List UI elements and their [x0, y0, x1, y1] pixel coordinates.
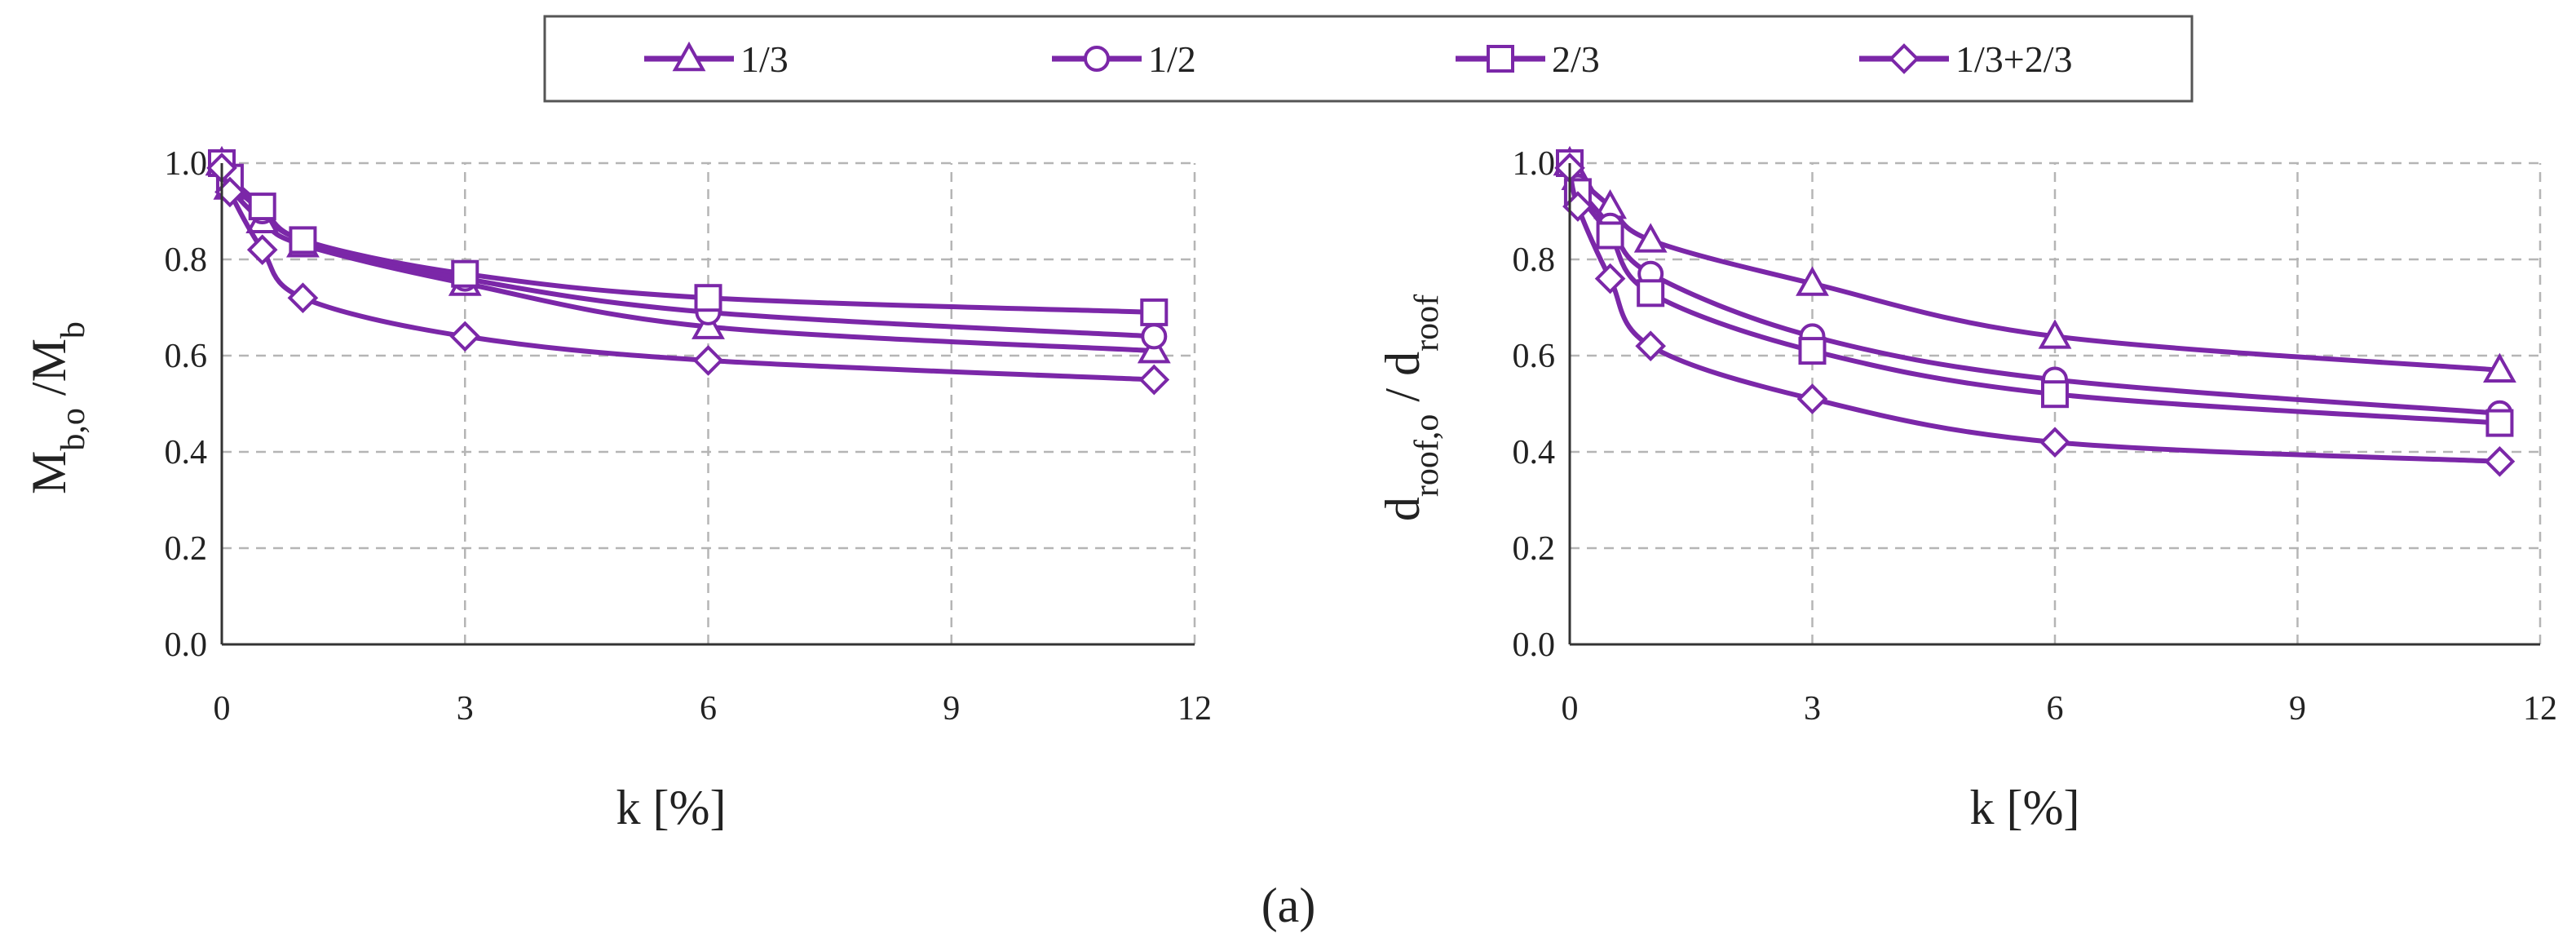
data-point-1-3: [1633, 223, 1668, 253]
diamond-marker-icon: [1889, 43, 1920, 74]
y-tick-label: 0.8: [1513, 241, 1556, 279]
ticks: 0.0 0.2 0.4 0.6 0.8 1.0 0 3 6 9 12: [1513, 145, 2558, 728]
legend-label: 1/3+2/3: [1955, 38, 2073, 80]
y-tick-label: 0.6: [165, 338, 208, 375]
x-tick-label: 9: [2289, 690, 2306, 728]
data-point-1-3-plus-2-3: [246, 234, 278, 266]
data-point-1-3-plus-2-3: [692, 345, 724, 376]
data-point-2-3: [694, 284, 722, 312]
series-line-2-3: [219, 162, 1155, 315]
y-tick-label: 0.6: [1513, 338, 1556, 375]
y-tick-label: 1.0: [1513, 145, 1556, 183]
legend-label: 2/3: [1552, 38, 1600, 80]
data-point-1-3-plus-2-3: [1796, 383, 1828, 414]
x-tick-label: 6: [700, 690, 717, 728]
y-tick-label: 0.0: [165, 626, 208, 664]
legend: 1/3 1/2 2/3 1/3+2/3: [543, 15, 2194, 103]
y-axis-title-main: M: [22, 451, 76, 494]
data-point-1-3-plus-2-3: [1138, 364, 1170, 396]
x-tick-label: 12: [2523, 690, 2557, 728]
data-point-1-3-plus-2-3: [1594, 263, 1626, 294]
circle-marker-icon: [1084, 46, 1110, 72]
legend-item-1-3: 1/3: [644, 38, 789, 80]
series-line-2-3: [1567, 162, 2500, 426]
chart-right: 0.0 0.2 0.4 0.6 0.8 1.0 0 3 6 9 12 k [%] droof,o /…: [1376, 145, 2557, 834]
y-tick-label: 0.2: [1513, 530, 1556, 568]
y-tick-label: 0.4: [165, 434, 208, 471]
y-axis-title-sep-sub: roof: [1408, 294, 1446, 352]
square-marker-icon: [1487, 45, 1514, 73]
grid: [222, 162, 1196, 644]
legend-item-2-3: 2/3: [1456, 38, 1600, 80]
data-point-1-3-plus-2-3: [2484, 445, 2516, 477]
y-axis-title-main-sub: roof,o: [1408, 414, 1446, 497]
data-point-2-3: [1637, 279, 1665, 308]
legend-item-1-3-plus-2-3: 1/3+2/3: [1859, 38, 2073, 80]
y-axis-title: droof,o / droof: [1376, 294, 1446, 521]
diamond-marker-shape: [1889, 43, 1920, 74]
x-tick-label: 3: [457, 690, 474, 728]
data-point-1-3: [2482, 352, 2516, 383]
y-axis-title-main-sub: b,o: [55, 408, 92, 451]
triangle-marker-icon: [672, 41, 706, 72]
data-point-1-3-plus-2-3: [1635, 330, 1666, 362]
legend-label: 1/2: [1148, 38, 1196, 80]
data-point-2-3: [289, 226, 317, 254]
x-tick-label: 12: [1178, 690, 1212, 728]
chart-left: 0.0 0.2 0.4 0.6 0.8 1.0 0 3 6 9 12 k [%] Mb,o /Mb: [22, 145, 1212, 834]
data-point-2-3: [2041, 380, 2069, 409]
series-line-1-3: [1567, 162, 2500, 373]
circle-marker-shape: [1084, 46, 1110, 72]
y-tick-label: 0.4: [1513, 434, 1556, 471]
x-tick-label: 3: [1804, 690, 1821, 728]
y-tick-label: 0.2: [165, 530, 208, 568]
data-point-1-3: [1796, 266, 1829, 296]
y-tick-label: 0.0: [1513, 626, 1556, 664]
data-point-1-3-plus-2-3: [287, 282, 319, 314]
ticks: 0.0 0.2 0.4 0.6 0.8 1.0 0 3 6 9 12: [165, 145, 1213, 728]
y-axis-title-main: d: [1376, 497, 1429, 521]
series-layer: [1553, 145, 2516, 477]
x-tick-label: 0: [1562, 690, 1579, 728]
y-tick-label: 1.0: [165, 145, 208, 183]
data-point-2-3: [1596, 221, 1624, 250]
triangle-marker-shape: [672, 41, 706, 72]
y-axis-title-sep-sub: b: [55, 321, 92, 339]
y-axis-title: Mb,o /Mb: [22, 321, 92, 494]
y-axis-title-sep: /M: [22, 339, 76, 408]
x-tick-label: 6: [2047, 690, 2064, 728]
x-axis-title: k [%]: [616, 781, 727, 834]
series-layer: [205, 145, 1171, 396]
series-line-1-2: [1567, 162, 2500, 416]
y-axis-title-sep: / d: [1376, 352, 1429, 414]
data-point-2-3: [1798, 337, 1827, 365]
legend-label: 1/3: [740, 38, 789, 80]
figure-caption: (a): [1261, 878, 1316, 932]
data-point-1-2: [1141, 323, 1168, 350]
series-line-1-3-plus-2-3: [219, 166, 1155, 383]
y-tick-label: 0.8: [165, 241, 208, 279]
legend-item-1-2: 1/2: [1052, 38, 1196, 80]
x-axis-title: k [%]: [1970, 781, 2080, 834]
square-marker-shape: [1487, 45, 1514, 73]
data-point-2-3: [2485, 409, 2514, 437]
data-point-2-3: [451, 259, 479, 288]
data-point-1-3-plus-2-3: [449, 321, 481, 352]
x-tick-label: 0: [214, 690, 231, 728]
series-line-1-3-plus-2-3: [1567, 167, 2500, 464]
data-point-2-3: [248, 192, 276, 221]
data-point-2-3: [1140, 298, 1169, 326]
x-tick-label: 9: [943, 690, 960, 728]
data-point-1-3-plus-2-3: [2039, 427, 2070, 458]
data-point-1-3: [2038, 319, 2072, 349]
